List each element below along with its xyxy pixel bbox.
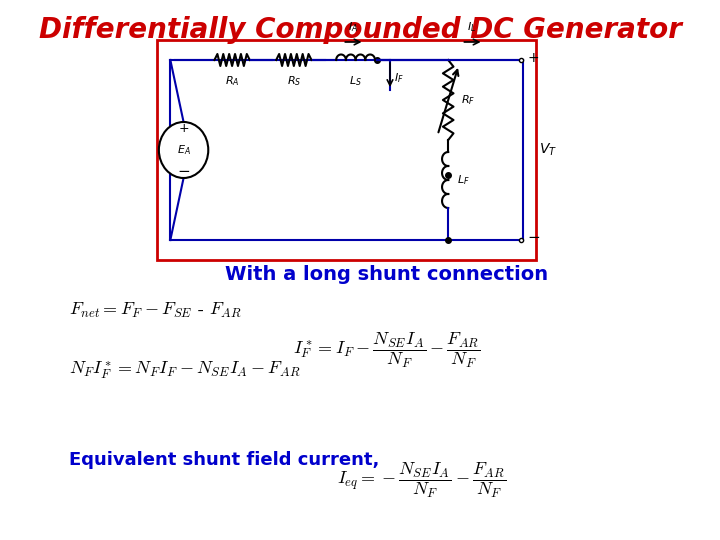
- Text: $E_A$: $E_A$: [176, 143, 191, 157]
- Text: $F_{net} = F_F - F_{SE}\text{ - }F_{AR}$: $F_{net} = F_F - F_{SE}\text{ - }F_{AR}$: [69, 300, 242, 320]
- Circle shape: [159, 122, 208, 178]
- Text: $R_A$: $R_A$: [225, 74, 239, 88]
- Text: Differentially Compounded DC Generator: Differentially Compounded DC Generator: [39, 16, 681, 44]
- Text: $L_F$: $L_F$: [457, 173, 469, 187]
- Text: +: +: [179, 122, 189, 134]
- Text: With a long shunt connection: With a long shunt connection: [225, 266, 548, 285]
- Text: $I_A$: $I_A$: [348, 20, 358, 34]
- Text: $I_{eq} = -\dfrac{N_{SE}I_A}{N_F} - \dfrac{F_{AR}}{N_F}$: $I_{eq} = -\dfrac{N_{SE}I_A}{N_F} - \dfr…: [337, 460, 506, 500]
- Text: $I_F^* = I_F - \dfrac{N_{SE}I_A}{N_F} - \dfrac{F_{AR}}{N_F}$: $I_F^* = I_F - \dfrac{N_{SE}I_A}{N_F} - …: [293, 330, 480, 370]
- Text: $I_L$: $I_L$: [467, 20, 477, 34]
- Text: +: +: [528, 51, 539, 65]
- Text: $N_F I_F^* = N_F I_F - N_{SE} I_A - F_{AR}$: $N_F I_F^* = N_F I_F - N_{SE} I_A - F_{A…: [69, 359, 300, 381]
- Bar: [157, 40, 536, 260]
- Text: −: −: [528, 231, 540, 246]
- Text: $L_S$: $L_S$: [349, 74, 362, 88]
- Text: −: −: [177, 165, 190, 179]
- Text: Equivalent shunt field current,: Equivalent shunt field current,: [69, 451, 379, 469]
- Text: $V_T$: $V_T$: [539, 142, 557, 158]
- Text: $I_F$: $I_F$: [394, 71, 403, 85]
- Text: $R_F$: $R_F$: [461, 93, 474, 107]
- Text: $R_S$: $R_S$: [287, 74, 301, 88]
